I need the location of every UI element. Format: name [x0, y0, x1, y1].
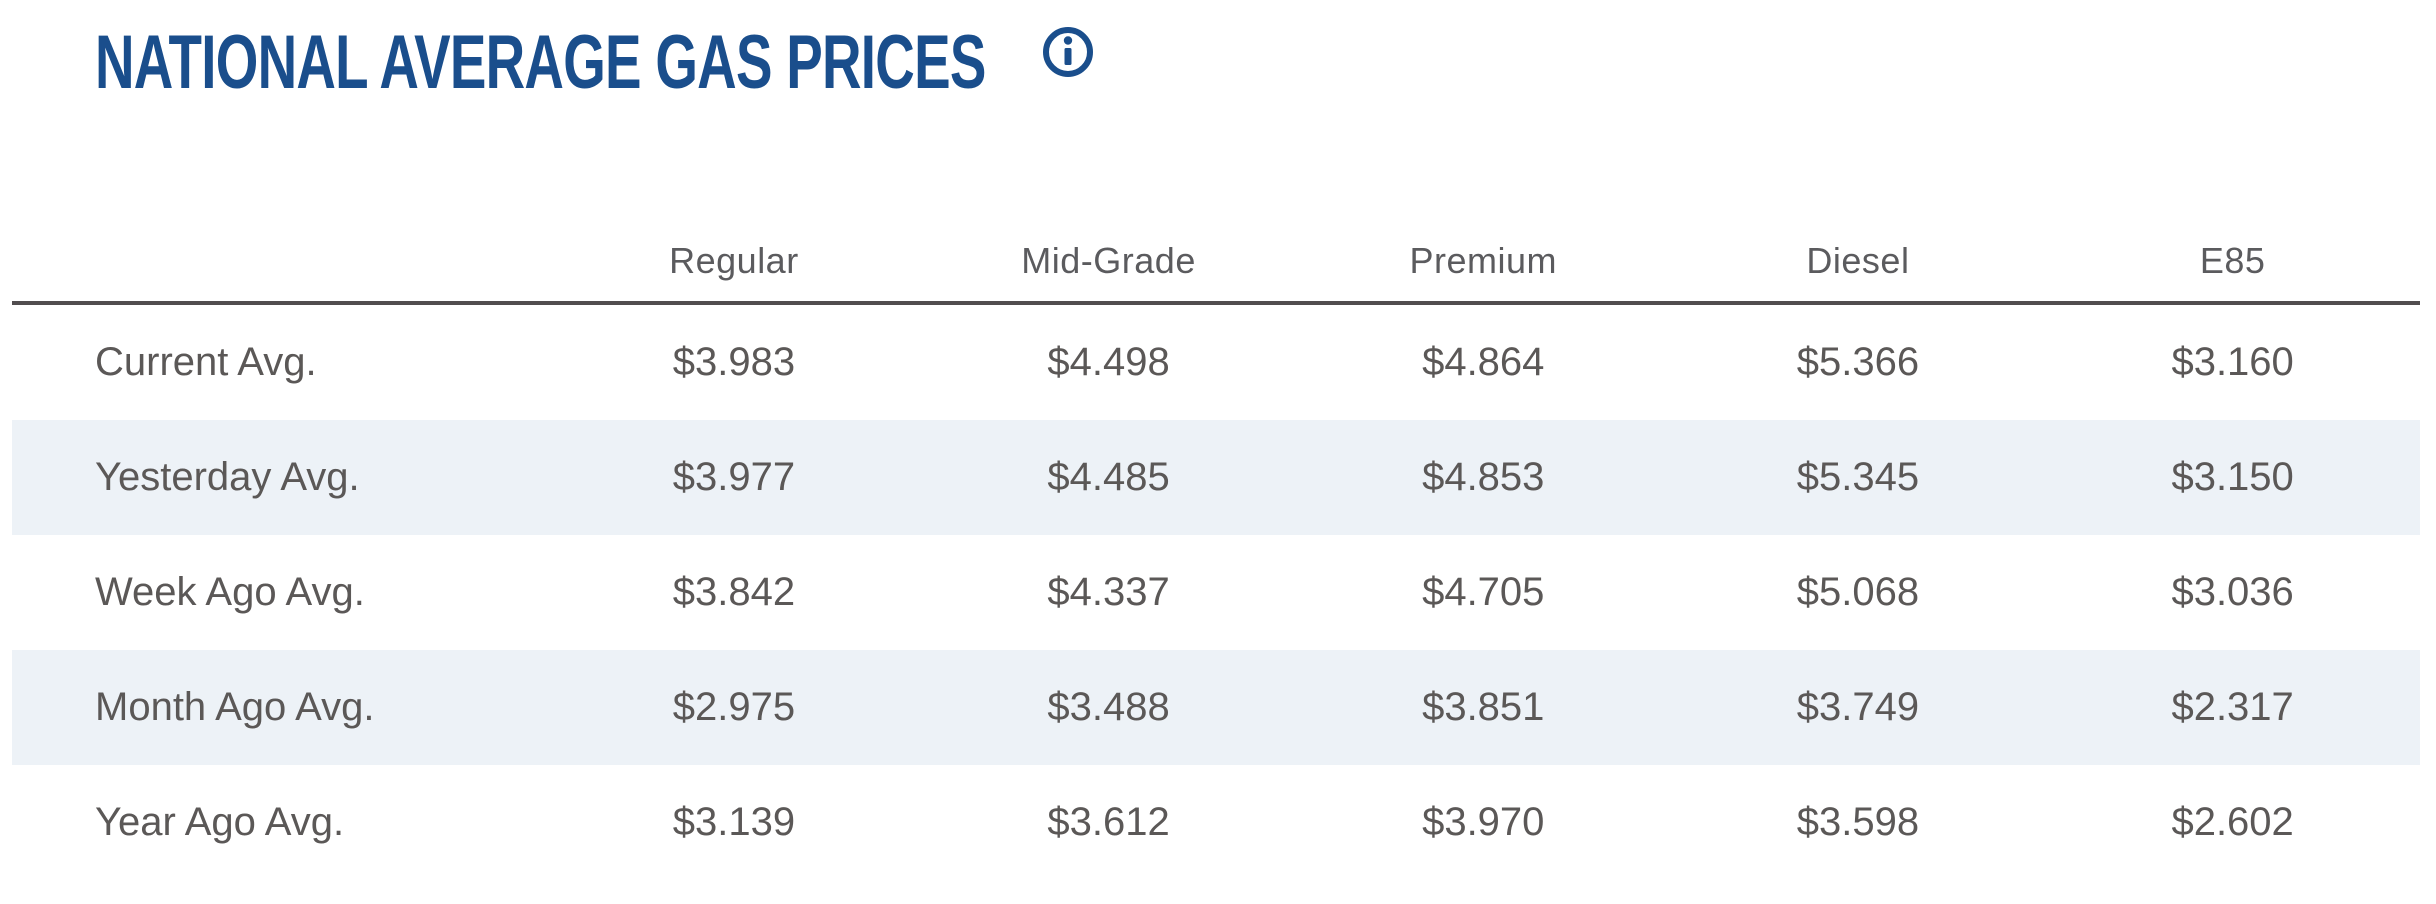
price-cell: $2.317	[2171, 685, 2294, 729]
price-cell: $3.488	[1047, 685, 1170, 729]
price-cell: $4.485	[1047, 455, 1170, 499]
price-cell: $3.983	[672, 340, 796, 384]
row-label: Yesterday Avg.	[95, 455, 360, 499]
row-label: Current Avg.	[95, 340, 317, 384]
page-title-text: NATIONAL AVERAGE GAS PRICES	[95, 20, 986, 105]
row-label: Month Ago Avg.	[95, 685, 375, 729]
column-header-midgrade: Mid-Grade	[921, 110, 1296, 305]
price-cell: $4.864	[1422, 340, 1545, 384]
column-header-e85: E85	[2045, 110, 2420, 305]
column-header-blank	[12, 110, 547, 305]
price-cell: $2.602	[2171, 800, 2294, 844]
table-row-year-ago-avg: Year Ago Avg. $3.139 $3.612 $3.970 $3.59…	[12, 765, 2420, 880]
price-cell: $5.068	[1796, 570, 1920, 614]
price-cell: $3.598	[1796, 800, 1920, 844]
table-row-month-ago-avg: Month Ago Avg. $2.975 $3.488 $3.851 $3.7…	[12, 650, 2420, 765]
price-cell: $5.345	[1796, 455, 1920, 499]
price-cell: $3.970	[1422, 800, 1545, 844]
table-row-week-ago-avg: Week Ago Avg. $3.842 $4.337 $4.705 $5.06…	[12, 535, 2420, 650]
price-cell: $4.498	[1047, 340, 1170, 384]
price-cell: $3.612	[1047, 800, 1170, 844]
row-label: Year Ago Avg.	[95, 800, 345, 844]
page-title: NATIONAL AVERAGE GAS PRICES	[95, 24, 1332, 102]
price-cell: $3.851	[1422, 685, 1545, 729]
column-header-premium: Premium	[1295, 110, 1671, 305]
price-cell: $4.705	[1422, 570, 1545, 614]
table-header-row: Regular Mid-Grade Premium Diesel E85	[12, 110, 2420, 305]
column-header-diesel: Diesel	[1670, 110, 2046, 305]
gas-prices-table: Regular Mid-Grade Premium Diesel E85 Cur…	[12, 110, 2420, 880]
price-cell: $4.853	[1422, 455, 1545, 499]
price-cell: $4.337	[1047, 570, 1170, 614]
price-cell: $3.036	[2171, 570, 2294, 614]
price-cell: $3.160	[2171, 340, 2294, 384]
price-cell: $3.749	[1796, 685, 1920, 729]
price-cell: $3.842	[672, 570, 796, 614]
price-cell: $3.150	[2171, 455, 2294, 499]
table-row-yesterday-avg: Yesterday Avg. $3.977 $4.485 $4.853 $5.3…	[12, 420, 2420, 535]
table-row-current-avg: Current Avg. $3.983 $4.498 $4.864 $5.366…	[12, 303, 2420, 420]
title-row: NATIONAL AVERAGE GAS PRICES	[0, 0, 2436, 110]
price-cell: $3.977	[672, 455, 796, 499]
price-cell: $5.366	[1796, 340, 1920, 384]
price-cell: $2.975	[672, 685, 796, 729]
price-cell: $3.139	[672, 800, 796, 844]
column-header-regular: Regular	[546, 110, 922, 305]
info-icon[interactable]	[1042, 26, 1094, 78]
row-label: Week Ago Avg.	[95, 570, 365, 614]
